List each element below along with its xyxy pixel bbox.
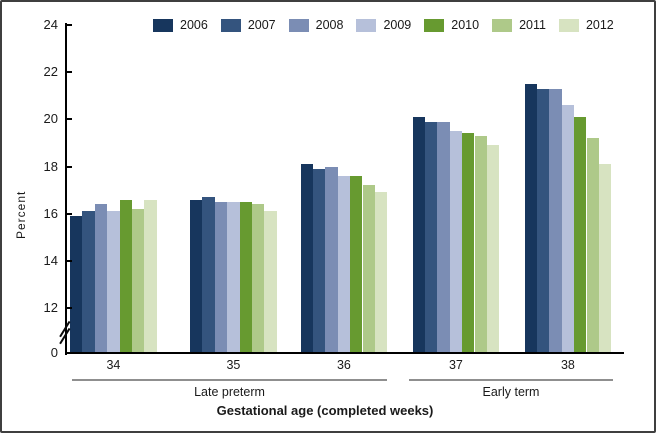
- y-tick-label-22: 22: [43, 64, 58, 80]
- bar-2006-week-36: [300, 164, 313, 353]
- category-label-37: 37: [448, 358, 463, 372]
- bar-2006-week-38: [524, 83, 537, 353]
- legend-label-2010: 2010: [451, 18, 480, 32]
- legend-swatch-2012: [558, 18, 579, 32]
- bar-2011-week-35: [252, 204, 265, 353]
- y-tick-label-14: 14: [43, 252, 58, 268]
- bar-2010-week-35: [239, 201, 252, 353]
- bar-2007-week-36: [312, 168, 326, 353]
- legend-item-2010: 2010: [424, 18, 479, 32]
- group-rule-late-preterm: [72, 379, 387, 381]
- x-axis-title: Gestational age (completed weeks): [216, 403, 434, 418]
- y-tick-label-24: 24: [43, 17, 58, 32]
- x-axis-line: [65, 352, 624, 354]
- category-label-35: 35: [226, 358, 241, 372]
- legend-item-2009: 2009: [356, 18, 411, 32]
- bar-2009-week-35: [227, 201, 240, 353]
- y-tick-label-18: 18: [43, 158, 58, 174]
- legend-label-2012: 2012: [585, 18, 614, 32]
- bar-2006-week-37: [412, 116, 425, 353]
- legend-swatch-2006: [153, 18, 173, 32]
- y-tick-12: [65, 307, 72, 309]
- legend-item-2011: 2011: [492, 18, 546, 32]
- y-tick-0: [65, 352, 72, 354]
- bar-2010-week-38: [574, 116, 587, 353]
- y-tick-22: [65, 71, 72, 74]
- legend-item-2007: 2007: [220, 18, 276, 32]
- legend-label-2006: 2006: [180, 18, 208, 32]
- bar-2009-week-38: [561, 105, 575, 353]
- y-tick-label-16: 16: [43, 205, 58, 221]
- bar-2012-week-36: [374, 192, 388, 353]
- bar-2010-week-37: [462, 133, 475, 353]
- y-tick-label-12: 12: [43, 300, 58, 315]
- bar-2012-week-34: [144, 199, 157, 353]
- category-label-38: 38: [560, 358, 575, 372]
- legend-swatch-2007: [220, 18, 241, 32]
- group-label-early-term: Early term: [482, 385, 540, 399]
- y-tick-20: [65, 118, 72, 121]
- bar-2006-week-35: [190, 199, 203, 353]
- y-tick-18: [65, 165, 72, 168]
- bar-2009-week-34: [107, 211, 120, 353]
- group-label-late-preterm: Late preterm: [194, 385, 265, 399]
- bar-2011-week-38: [586, 138, 599, 353]
- legend-swatch-2008: [288, 18, 309, 32]
- legend-label-2007: 2007: [247, 18, 276, 32]
- bar-2012-week-38: [598, 164, 612, 353]
- bar-2008-week-38: [549, 88, 562, 353]
- legend-swatch-2010: [424, 18, 445, 32]
- y-tick-14: [65, 259, 72, 262]
- category-label-36: 36: [336, 358, 351, 372]
- bar-2008-week-35: [214, 201, 228, 353]
- category-label-34: 34: [106, 358, 121, 372]
- bar-2007-week-38: [536, 88, 550, 353]
- bar-2010-week-36: [350, 175, 363, 353]
- legend-label-2008: 2008: [315, 18, 344, 32]
- y-axis-line: [65, 23, 67, 355]
- legend-label-2009: 2009: [383, 18, 412, 32]
- legend-item-2012: 2012: [558, 18, 614, 32]
- bar-2006-week-34: [70, 216, 83, 353]
- bar-2008-week-37: [437, 121, 450, 353]
- bar-2008-week-34: [94, 204, 108, 353]
- bar-2009-week-36: [337, 175, 351, 353]
- bar-2008-week-36: [325, 166, 338, 353]
- bar-2011-week-36: [362, 185, 375, 353]
- group-rule-early-term: [409, 379, 613, 381]
- bar-2012-week-37: [486, 145, 500, 353]
- bar-2007-week-37: [424, 121, 438, 353]
- bar-2012-week-35: [264, 211, 277, 353]
- legend: 2006 2007 2008 2009 2010 2011 2012: [153, 18, 614, 32]
- legend-swatch-2009: [356, 18, 377, 32]
- legend-label-2011: 2011: [519, 18, 546, 32]
- bar-2007-week-34: [82, 211, 95, 353]
- y-tick-label-20: 20: [43, 111, 58, 127]
- legend-item-2006: 2006: [153, 18, 208, 32]
- bar-2010-week-34: [119, 199, 132, 353]
- legend-swatch-2011: [492, 18, 513, 32]
- y-tick-label-0: 0: [50, 345, 58, 360]
- y-tick-24: [65, 24, 72, 26]
- bar-2011-week-34: [132, 208, 145, 353]
- bar-2009-week-37: [449, 131, 463, 353]
- bar-2007-week-35: [202, 197, 215, 353]
- y-axis-title: Percent: [14, 190, 28, 239]
- bar-2011-week-37: [474, 135, 487, 353]
- y-tick-16: [65, 212, 72, 215]
- legend-item-2008: 2008: [288, 18, 344, 32]
